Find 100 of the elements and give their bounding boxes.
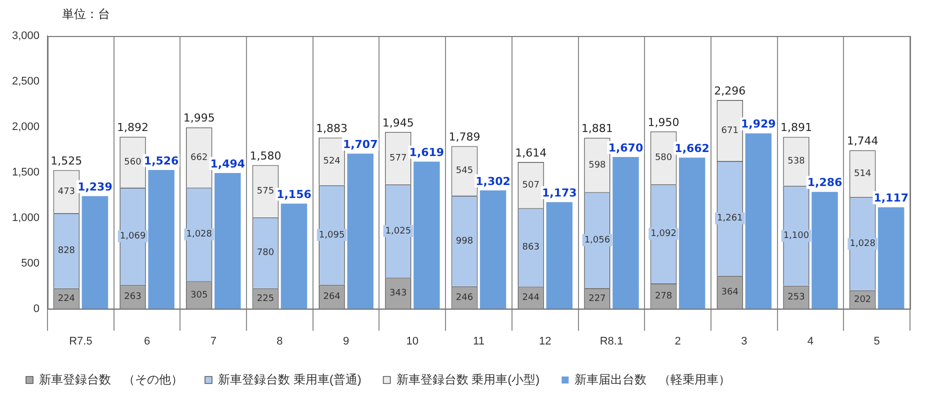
bar: [414, 162, 440, 309]
x-tick-label: 8: [276, 335, 283, 348]
total-label: 1,525: [50, 154, 82, 168]
x-tick-label: 4: [807, 335, 814, 348]
total-label: 1,881: [581, 122, 613, 136]
x-tick-label: 7: [210, 335, 216, 348]
data-label: 1,028: [186, 230, 212, 240]
total-label: 1,945: [382, 116, 414, 130]
total-label: 1,789: [448, 130, 480, 144]
data-label: 225: [256, 294, 274, 304]
data-label: 1,261: [716, 214, 743, 224]
data-label: 1,929: [741, 118, 776, 131]
data-label: 514: [854, 168, 872, 179]
total-label: 2,296: [714, 84, 746, 98]
bar: [678, 158, 706, 309]
x-tick-label: 11: [473, 335, 484, 348]
data-label: 1,028: [850, 239, 876, 250]
data-label: 1,069: [120, 232, 146, 242]
x-tick-label: R8.1: [600, 335, 624, 348]
x-tick-label: 2: [674, 335, 681, 348]
y-tick-label: 3,000: [12, 30, 40, 42]
data-label: 1,025: [385, 226, 412, 236]
data-label: 1,670: [608, 141, 644, 154]
legend-label: 新車登録台数 （その他）: [39, 372, 183, 386]
bar: [148, 170, 174, 309]
data-label: 828: [58, 246, 76, 256]
y-tick-label: 1,500: [12, 166, 40, 178]
data-label: 1,494: [210, 157, 246, 170]
y-tick-label: 1,000: [12, 212, 40, 224]
data-label: 998: [456, 236, 474, 246]
data-label: 1,286: [807, 176, 842, 190]
data-label: 305: [190, 290, 208, 300]
data-label: 278: [654, 292, 672, 302]
y-tick-label: 2,500: [12, 76, 40, 88]
total-label: 1,950: [648, 116, 680, 129]
data-label: 264: [323, 292, 341, 302]
bar: [745, 133, 772, 309]
data-label: 1,056: [584, 235, 610, 246]
data-label: 1,619: [409, 146, 444, 159]
bar: [612, 156, 639, 309]
data-label: 1,100: [783, 231, 810, 242]
data-label: 1,707: [342, 138, 378, 151]
x-tick-label: 3: [741, 335, 748, 348]
data-label: 1,662: [674, 142, 710, 156]
data-label: 343: [390, 288, 407, 299]
x-tick-label: 5: [874, 335, 880, 348]
total-label: 1,995: [183, 112, 215, 125]
data-label: 1,173: [542, 186, 577, 200]
bar: [82, 196, 108, 309]
data-label: 1,092: [650, 229, 676, 240]
data-label: 780: [256, 248, 274, 258]
data-label: 263: [124, 292, 142, 302]
data-label: 575: [256, 186, 274, 197]
data-label: 1,302: [476, 174, 510, 188]
total-label: 1,580: [250, 149, 282, 162]
legend-label: 新車登録台数 乗用車(小型): [396, 372, 540, 386]
legend-label: 新車届出台数 （軽乗用車）: [574, 372, 731, 386]
data-label: 253: [788, 292, 805, 303]
data-label: 1,117: [874, 192, 908, 205]
data-label: 577: [390, 154, 407, 164]
data-label: 202: [854, 294, 872, 305]
data-label: 671: [721, 126, 738, 136]
y-axis-title: 単位：台: [62, 6, 110, 23]
total-label: 1,744: [846, 134, 878, 148]
total-label: 1,891: [780, 121, 812, 134]
total-label: 1,883: [316, 122, 348, 135]
data-label: 473: [58, 186, 76, 197]
x-tick-label: 9: [343, 335, 350, 348]
data-label: 560: [124, 158, 142, 168]
data-label: 1,095: [318, 230, 345, 240]
data-label: 227: [588, 294, 606, 304]
data-label: 224: [58, 294, 76, 304]
bar: [546, 202, 572, 309]
data-label: 1,239: [78, 180, 112, 194]
data-label: 524: [323, 156, 341, 167]
x-tick-label: R7.5: [69, 335, 92, 348]
data-label: 538: [788, 156, 806, 167]
data-label: 246: [456, 292, 474, 303]
data-label: 580: [654, 153, 672, 164]
y-tick-label: 500: [21, 257, 40, 270]
x-tick-label: 10: [406, 335, 419, 348]
data-label: 364: [721, 288, 739, 298]
data-label: 545: [456, 166, 474, 176]
data-label: 1,156: [276, 188, 312, 202]
x-tick-label: 12: [538, 335, 552, 348]
bar: [480, 190, 506, 309]
data-label: 1,526: [144, 154, 180, 168]
data-label: 507: [522, 180, 540, 190]
legend-label: 新車登録台数 乗用車(普通): [218, 372, 362, 386]
y-tick-label: 0: [33, 302, 40, 315]
bar: [878, 207, 904, 309]
x-tick-label: 6: [144, 335, 150, 348]
total-label: 1,614: [515, 146, 547, 160]
data-label: 863: [522, 242, 540, 253]
data-label: 662: [190, 152, 208, 163]
bar: [280, 204, 308, 309]
data-label: 244: [522, 293, 540, 304]
y-tick-label: 2,000: [12, 120, 40, 133]
bar: [214, 172, 241, 309]
data-label: 598: [588, 160, 606, 170]
